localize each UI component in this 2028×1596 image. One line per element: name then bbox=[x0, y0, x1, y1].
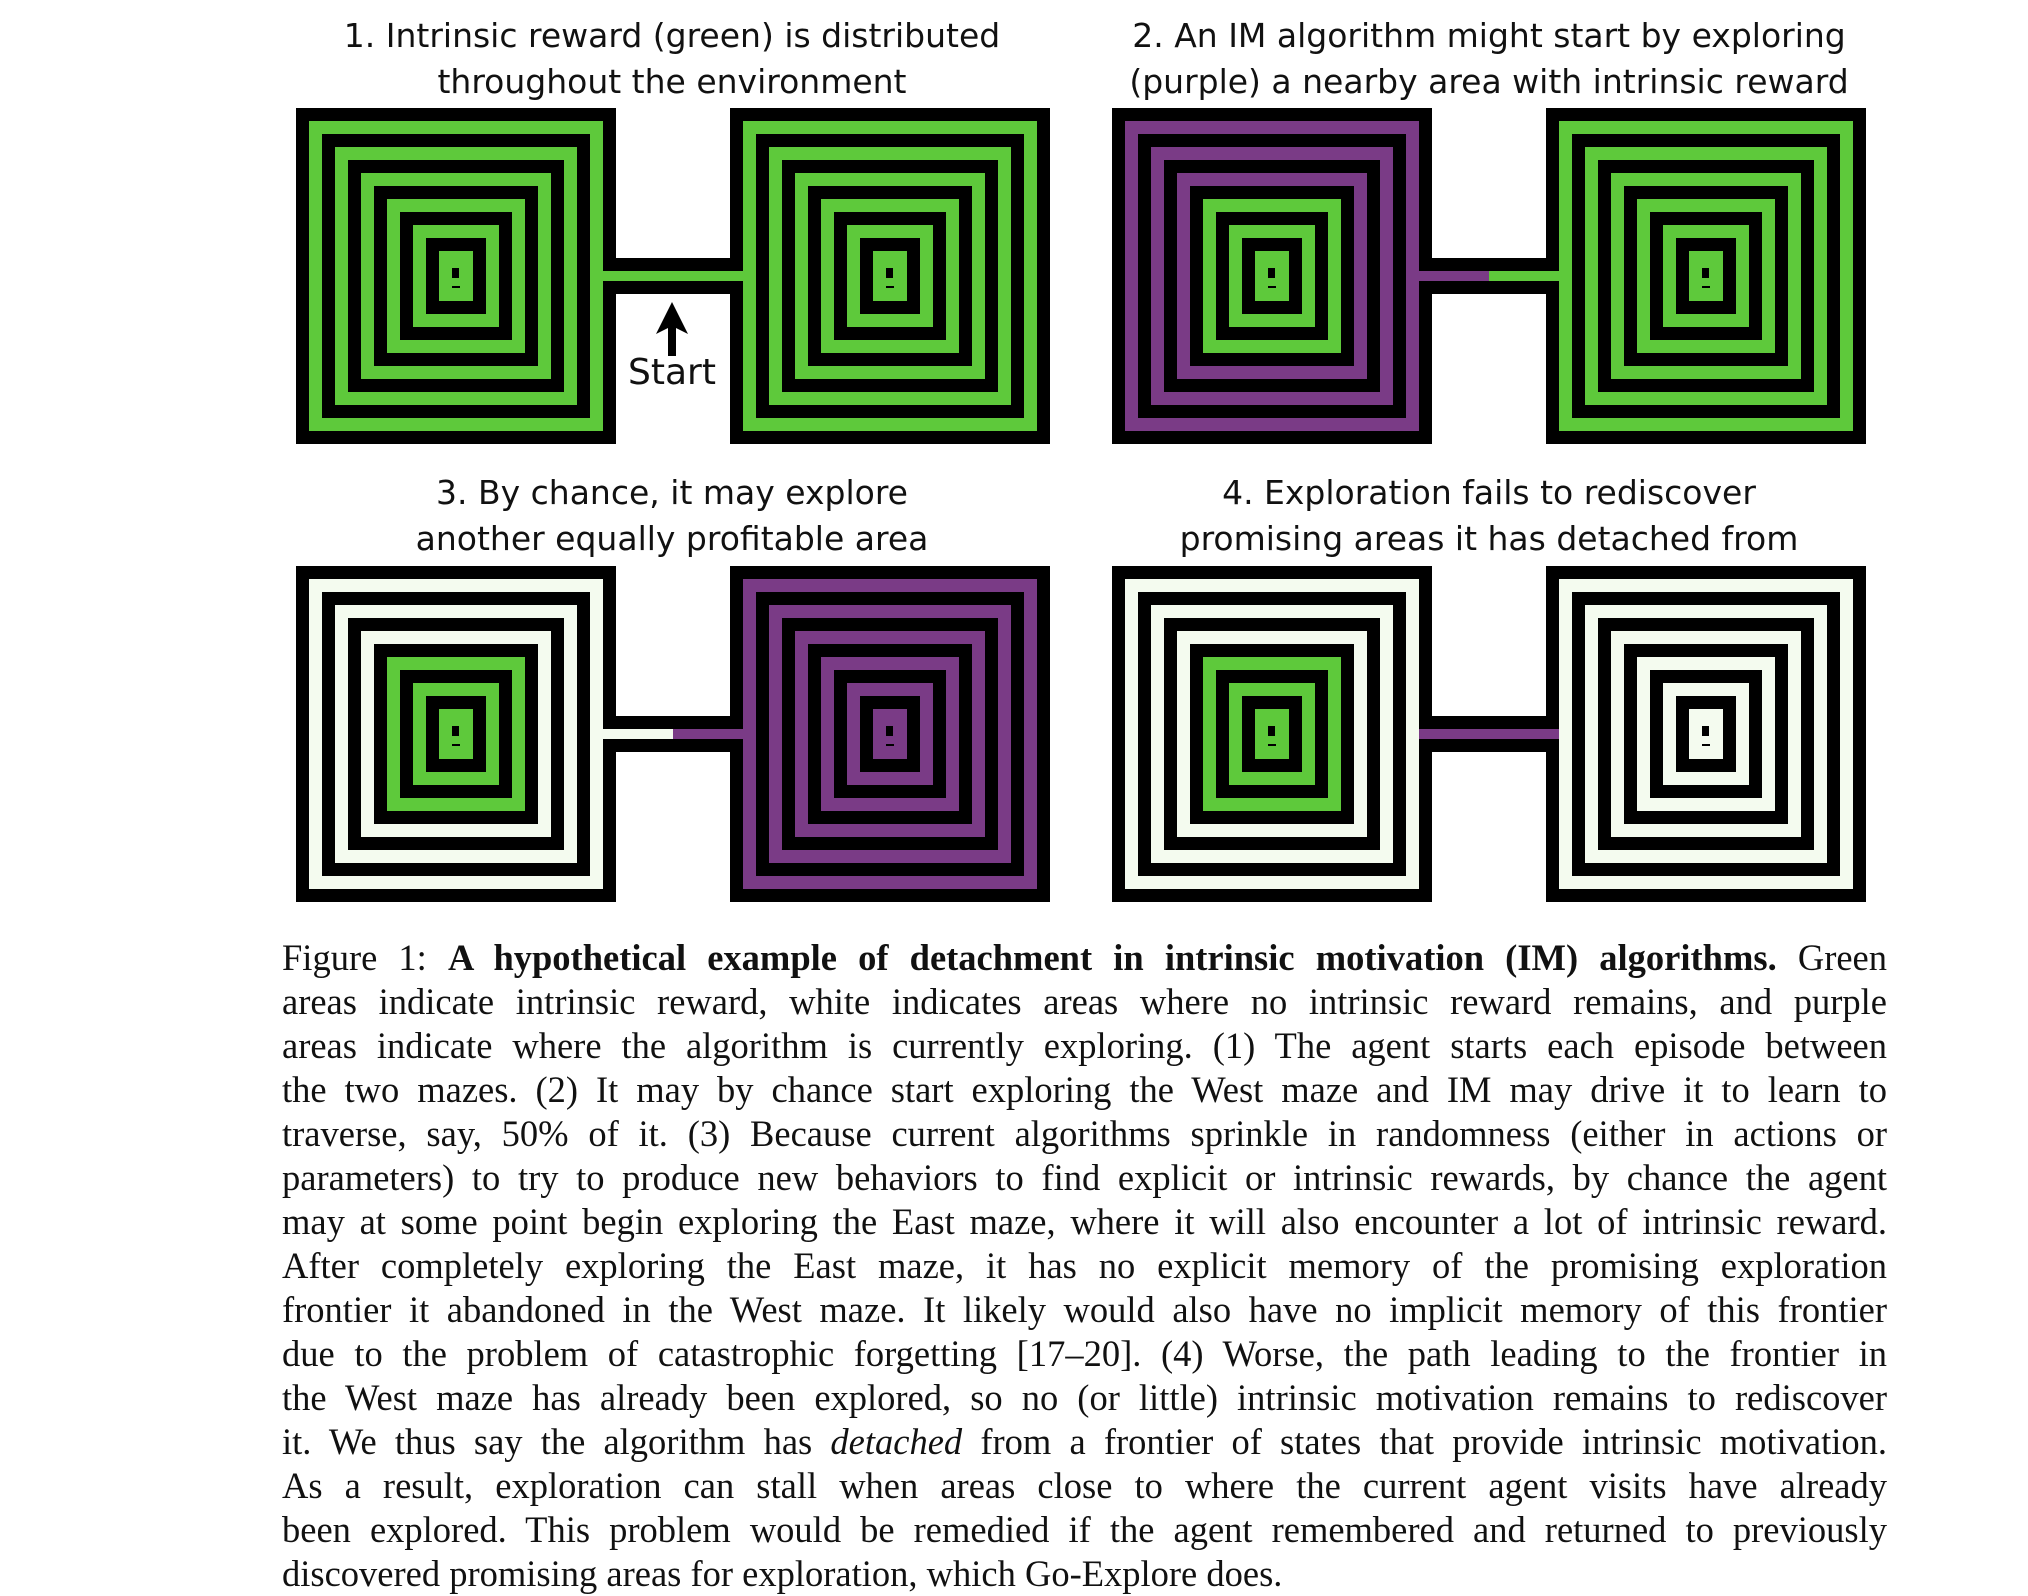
west-maze-centre-hook bbox=[459, 718, 467, 744]
caption-segment: it. We thus say the algorithm has bbox=[282, 1421, 831, 1462]
caption-line: the two mazes. (2) It may by chance star… bbox=[282, 1069, 1887, 1110]
east-maze-wall-ring bbox=[1702, 264, 1710, 288]
connector-corridor-east bbox=[673, 271, 732, 281]
west-maze-centre-hook bbox=[1263, 260, 1283, 268]
connector-corridor-west bbox=[614, 271, 673, 281]
connector-corridor-east bbox=[1489, 271, 1548, 281]
west-maze-entrance bbox=[603, 729, 616, 739]
east-maze-centre-hook bbox=[1697, 736, 1717, 744]
connector-corridor-east bbox=[673, 729, 732, 739]
panel-3-title-line2: another equally profitable area bbox=[415, 519, 929, 558]
connector-corridor-west bbox=[1430, 729, 1489, 739]
east-maze-centre-hook bbox=[1709, 260, 1717, 286]
panel-4-maze-pair bbox=[1112, 566, 1866, 902]
panel-1-title-line2: throughout the environment bbox=[437, 62, 907, 101]
east-maze-centre-hook bbox=[881, 260, 901, 268]
panel-3-title: 3. By chance, it may explore another equ… bbox=[262, 470, 1082, 562]
east-maze-centre-hook bbox=[1697, 718, 1717, 726]
caption-line: the West maze has already been explored,… bbox=[282, 1377, 1887, 1418]
east-maze-centre-hook bbox=[1709, 718, 1717, 744]
panel-2-title-line2: (purple) a nearby area with intrinsic re… bbox=[1129, 62, 1849, 101]
west-maze-centre-hook bbox=[447, 736, 467, 744]
connector-corridor-east bbox=[1489, 729, 1548, 739]
caption-line: traverse, say, 50% of it. (3) Because cu… bbox=[282, 1113, 1887, 1154]
east-maze-centre-hook bbox=[1697, 260, 1717, 268]
west-maze-wall-ring bbox=[452, 722, 460, 746]
caption-line: As a result, exploration can stall when … bbox=[282, 1465, 1887, 1506]
west-maze-wall-ring bbox=[1268, 722, 1276, 746]
west-maze-wall-ring bbox=[452, 264, 460, 288]
connector-corridor-west bbox=[1430, 271, 1489, 281]
caption-line: may at some point begin exploring the Ea… bbox=[282, 1201, 1887, 1242]
connector-corridor-west bbox=[614, 729, 673, 739]
east-maze-entrance bbox=[1546, 271, 1559, 281]
west-maze-centre-hook bbox=[1275, 260, 1283, 286]
caption-line: it. We thus say the algorithm has detach… bbox=[282, 1420, 1887, 1464]
east-maze-centre-hook bbox=[881, 718, 901, 726]
west-maze-centre-hook bbox=[1263, 718, 1283, 726]
caption-line: Figure 1: A hypothetical example of deta… bbox=[282, 936, 1887, 980]
panel-3-maze-pair bbox=[296, 566, 1050, 902]
east-maze-centre-hook bbox=[1697, 278, 1717, 286]
west-maze-centre-hook bbox=[447, 260, 467, 268]
caption-line: areas indicate intrinsic reward, white i… bbox=[282, 981, 1887, 1022]
panel-2-maze-pair bbox=[1112, 108, 1866, 444]
panel-1-title: 1. Intrinsic reward (green) is distribut… bbox=[262, 13, 1082, 105]
caption-line: parameters) to try to produce new behavi… bbox=[282, 1157, 1887, 1198]
east-maze-centre-hook bbox=[893, 260, 901, 286]
west-maze-wall-ring bbox=[1268, 264, 1276, 288]
east-maze-entrance bbox=[1546, 729, 1559, 739]
caption-line: been explored. This problem would be rem… bbox=[282, 1509, 1887, 1550]
caption-line: areas indicate where the algorithm is cu… bbox=[282, 1025, 1887, 1066]
west-maze-entrance bbox=[1419, 729, 1432, 739]
start-label: Start bbox=[628, 352, 716, 393]
west-maze-entrance bbox=[603, 271, 616, 281]
west-maze-centre-hook bbox=[1275, 718, 1283, 744]
west-maze-centre-hook bbox=[1263, 278, 1283, 286]
caption-figure-number: Figure 1: bbox=[282, 937, 448, 978]
panel-1-title-line1: 1. Intrinsic reward (green) is distribut… bbox=[343, 16, 1001, 55]
east-maze-centre-hook bbox=[893, 718, 901, 744]
panel-4-title-line1: 4. Exploration fails to rediscover bbox=[1222, 473, 1756, 512]
panel-4-title: 4. Exploration fails to rediscover promi… bbox=[1079, 470, 1899, 562]
west-maze-centre-hook bbox=[447, 278, 467, 286]
caption-italic-term: detached bbox=[830, 1421, 963, 1462]
east-maze-wall-ring bbox=[1702, 722, 1710, 746]
west-maze-entrance bbox=[1419, 271, 1432, 281]
caption-line: frontier it abandoned in the West maze. … bbox=[282, 1289, 1887, 1330]
caption-segment: from a frontier of states that provide i… bbox=[962, 1421, 1887, 1462]
west-maze-centre-hook bbox=[459, 260, 467, 286]
east-maze-wall-ring bbox=[886, 722, 894, 746]
east-maze-centre-hook bbox=[881, 278, 901, 286]
caption-line: After completely exploring the East maze… bbox=[282, 1245, 1887, 1286]
panel-2-title: 2. An IM algorithm might start by explor… bbox=[1079, 13, 1899, 105]
panel-2-title-line1: 2. An IM algorithm might start by explor… bbox=[1132, 16, 1846, 55]
panel-4-title-line2: promising areas it has detached from bbox=[1179, 519, 1799, 558]
caption-line-tail: Green bbox=[1776, 937, 1888, 978]
west-maze-centre-hook bbox=[1263, 736, 1283, 744]
caption-bold-title: A hypothetical example of detachment in … bbox=[447, 937, 1777, 978]
east-maze-centre-hook bbox=[881, 736, 901, 744]
panel-1-maze-pair bbox=[296, 108, 1050, 444]
panel-3-title-line1: 3. By chance, it may explore bbox=[436, 473, 908, 512]
start-arrow-icon bbox=[656, 302, 688, 356]
figure-caption: Figure 1: A hypothetical example of deta… bbox=[282, 936, 1887, 1596]
caption-line: discovered promising areas for explorati… bbox=[282, 1553, 1283, 1594]
east-maze-wall-ring bbox=[886, 264, 894, 288]
east-maze-entrance bbox=[730, 729, 743, 739]
east-maze-entrance bbox=[730, 271, 743, 281]
west-maze-centre-hook bbox=[447, 718, 467, 726]
caption-line: due to the problem of catastrophic forge… bbox=[282, 1333, 1887, 1374]
